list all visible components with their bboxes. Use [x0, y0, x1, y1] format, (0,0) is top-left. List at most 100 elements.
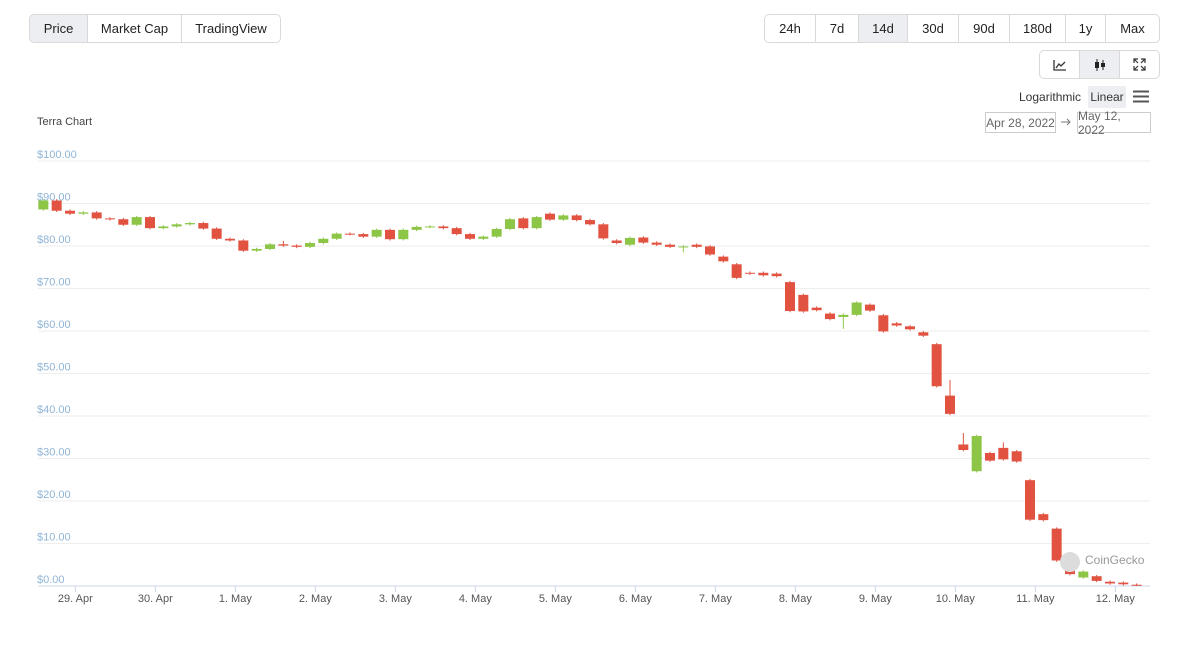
candle-body: [558, 215, 569, 220]
line-icon: [1052, 59, 1066, 71]
x-tick-label: 2. May: [299, 593, 333, 605]
date-from-input[interactable]: Apr 28, 2022: [985, 112, 1056, 133]
candle-body: [611, 240, 622, 244]
chart-title: Terra Chart: [37, 116, 92, 128]
candle-body: [985, 452, 995, 461]
candle-body: [265, 244, 275, 249]
candle-body: [585, 220, 595, 225]
candle-body: [318, 238, 329, 244]
candle-body: [1091, 576, 1102, 581]
candle-body: [718, 256, 729, 262]
expand-icon: [1133, 58, 1146, 71]
candle-body: [51, 200, 62, 211]
y-tick-label: $70.00: [37, 276, 71, 288]
x-tick-label: 1. May: [219, 593, 253, 605]
tab[interactable]: TradingView: [195, 21, 267, 36]
candle-body: [931, 344, 942, 387]
range-button[interactable]: 7d: [816, 15, 859, 42]
candle-body: [425, 226, 435, 228]
candle-body: [65, 210, 75, 214]
candle-body: [678, 246, 689, 248]
date-to-input[interactable]: May 12, 2022: [1077, 109, 1151, 137]
candle-body: [598, 224, 609, 239]
y-tick-label: $40.00: [37, 404, 71, 416]
candle-body: [118, 219, 129, 225]
candle-body: [158, 226, 169, 229]
candle-body: [705, 246, 715, 255]
candle-body: [518, 218, 529, 229]
x-tick-label: 7. May: [699, 593, 733, 605]
candle-body: [745, 272, 755, 274]
candle-body: [91, 212, 102, 219]
candle-body: [78, 212, 89, 214]
candle-body: [785, 282, 795, 312]
candle-body: [665, 244, 675, 247]
candle-body: [505, 219, 515, 229]
candle-body: [865, 304, 875, 311]
scale-option[interactable]: Logarithmic: [1019, 90, 1082, 104]
candle-body: [998, 447, 1009, 460]
candle-icon: [1094, 58, 1105, 71]
candle-body: [438, 226, 449, 229]
x-tick-label: 8. May: [779, 593, 813, 605]
watermark-text: CoinGecko: [1085, 553, 1145, 567]
range-button[interactable]: Max: [1120, 21, 1145, 36]
candle-body: [811, 307, 822, 311]
range-button[interactable]: 30d: [908, 15, 959, 42]
candle-body: [1131, 584, 1142, 586]
y-tick-label: $80.00: [37, 234, 71, 246]
tab[interactable]: Market Cap: [88, 15, 182, 42]
x-tick-label: 6. May: [619, 593, 653, 605]
date-arrow: [1061, 118, 1071, 126]
line-chart-button[interactable]: [1040, 51, 1080, 78]
candle-body: [211, 228, 222, 239]
candle-body: [185, 223, 195, 225]
candle-body: [691, 244, 702, 247]
y-tick-label: $50.00: [37, 361, 71, 373]
x-tick-label: 5. May: [539, 593, 573, 605]
x-tick-label: 4. May: [459, 593, 493, 605]
range-button[interactable]: 14d: [859, 15, 908, 42]
scale-option[interactable]: Linear: [1088, 86, 1126, 108]
candle-body: [38, 200, 49, 210]
range-button[interactable]: 1y: [1066, 15, 1106, 42]
candle-body: [105, 218, 115, 220]
x-tick-label: 3. May: [379, 593, 413, 605]
candle-body: [398, 229, 409, 240]
candle-body: [491, 229, 502, 237]
candle-body: [878, 315, 889, 332]
candle-body: [345, 233, 355, 235]
watermark: CoinGecko: [1060, 552, 1145, 572]
y-tick-label: $10.00: [37, 531, 71, 543]
y-tick-label: $20.00: [37, 489, 71, 501]
range-button[interactable]: 180d: [1010, 15, 1066, 42]
y-tick-label: $90.00: [37, 191, 71, 203]
candle-body: [731, 264, 742, 278]
candle-body: [278, 244, 289, 246]
candle-body: [1078, 571, 1089, 578]
x-tick-label: 11. May: [1016, 593, 1055, 605]
candle-body: [451, 228, 462, 235]
candlestick-button[interactable]: [1080, 51, 1120, 78]
candle-body: [798, 294, 809, 312]
candle-body: [838, 314, 849, 317]
candle-body: [651, 242, 662, 245]
candle-body: [1118, 582, 1129, 585]
menu-button[interactable]: [1133, 90, 1149, 103]
candle-body: [758, 272, 769, 276]
candle-body: [145, 217, 155, 229]
candle-body: [305, 243, 315, 247]
plot-area: $0.00 $10.00 $20.00 $30.00 $40.00 $50.00 $60.0…: [37, 149, 1150, 605]
range-button[interactable]: 90d: [959, 15, 1010, 42]
candle-body: [531, 217, 542, 229]
range-button[interactable]: 24h: [765, 15, 816, 42]
tab[interactable]: Price: [30, 15, 88, 42]
candle-body: [851, 302, 862, 315]
range-group: 24h 7d 14d 30d 90d 180d 1y Max: [764, 14, 1160, 43]
candle-body: [198, 223, 209, 229]
candle-body: [825, 313, 835, 320]
fullscreen-button[interactable]: [1120, 51, 1159, 78]
candle-body: [1011, 451, 1022, 462]
